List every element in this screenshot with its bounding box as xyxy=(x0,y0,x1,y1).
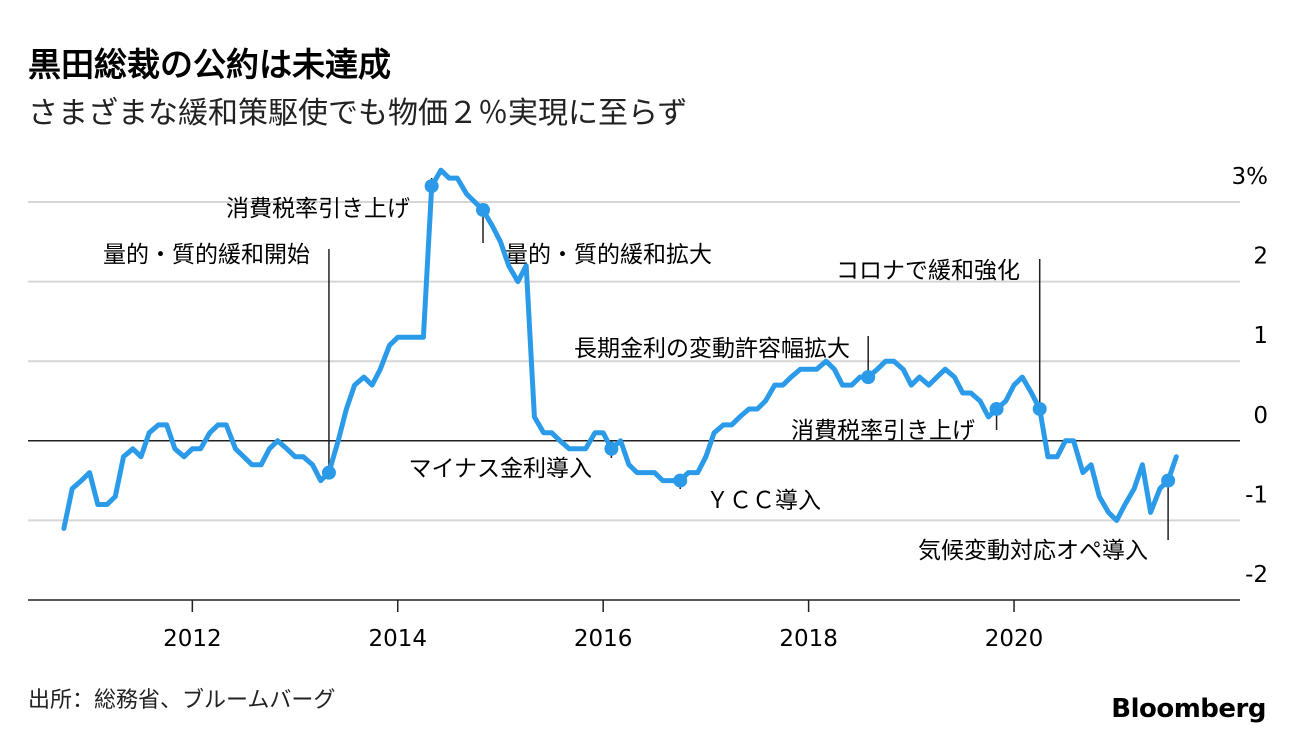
event-marker xyxy=(673,473,688,488)
event-marker xyxy=(604,441,619,456)
y-tick-label: 0 xyxy=(1253,403,1268,429)
x-tick-label: 2012 xyxy=(163,626,222,652)
annotation-label: マイナス金利導入 xyxy=(408,456,592,482)
x-tick-label: 2018 xyxy=(779,626,838,652)
y-tick-label: -2 xyxy=(1245,562,1268,588)
event-marker xyxy=(1161,473,1176,488)
y-tick-label: 3% xyxy=(1232,164,1269,190)
annotation-label: 長期金利の変動許容幅拡大 xyxy=(574,336,850,362)
annotation-label: ＹＣＣ導入 xyxy=(706,488,821,514)
bloomberg-logo: Bloomberg xyxy=(1111,694,1266,724)
annotation-label: 量的・質的緩和拡大 xyxy=(505,242,712,268)
event-marker xyxy=(861,370,876,385)
y-tick-label: -1 xyxy=(1245,482,1268,508)
y-tick-label: 2 xyxy=(1253,244,1268,270)
event-marker xyxy=(476,202,491,217)
source-note: 出所：総務省、ブルームバーグ xyxy=(28,688,336,713)
x-tick-label: 2020 xyxy=(985,626,1044,652)
annotation-label: コロナで緩和強化 xyxy=(836,258,1020,284)
x-tick-label: 2016 xyxy=(574,626,633,652)
annotation-label: 消費税率引き上げ xyxy=(226,196,410,222)
event-marker xyxy=(989,401,1004,416)
event-marker xyxy=(424,179,439,194)
chart-subtitle: さまざまな緩和策駆使でも物価２％実現に至らず xyxy=(28,96,688,131)
annotation-label: 量的・質的緩和開始 xyxy=(103,242,310,268)
chart-title: 黒田総裁の公約は未達成 xyxy=(28,45,391,84)
event-marker xyxy=(321,465,336,480)
event-marker xyxy=(1032,401,1047,416)
annotation-label: 消費税率引き上げ xyxy=(791,418,975,444)
annotation-label: 気候変動対応オペ導入 xyxy=(918,538,1148,564)
cpi-series-line xyxy=(61,167,1179,531)
y-tick-label: 1 xyxy=(1253,323,1268,349)
x-tick-label: 2014 xyxy=(368,626,427,652)
